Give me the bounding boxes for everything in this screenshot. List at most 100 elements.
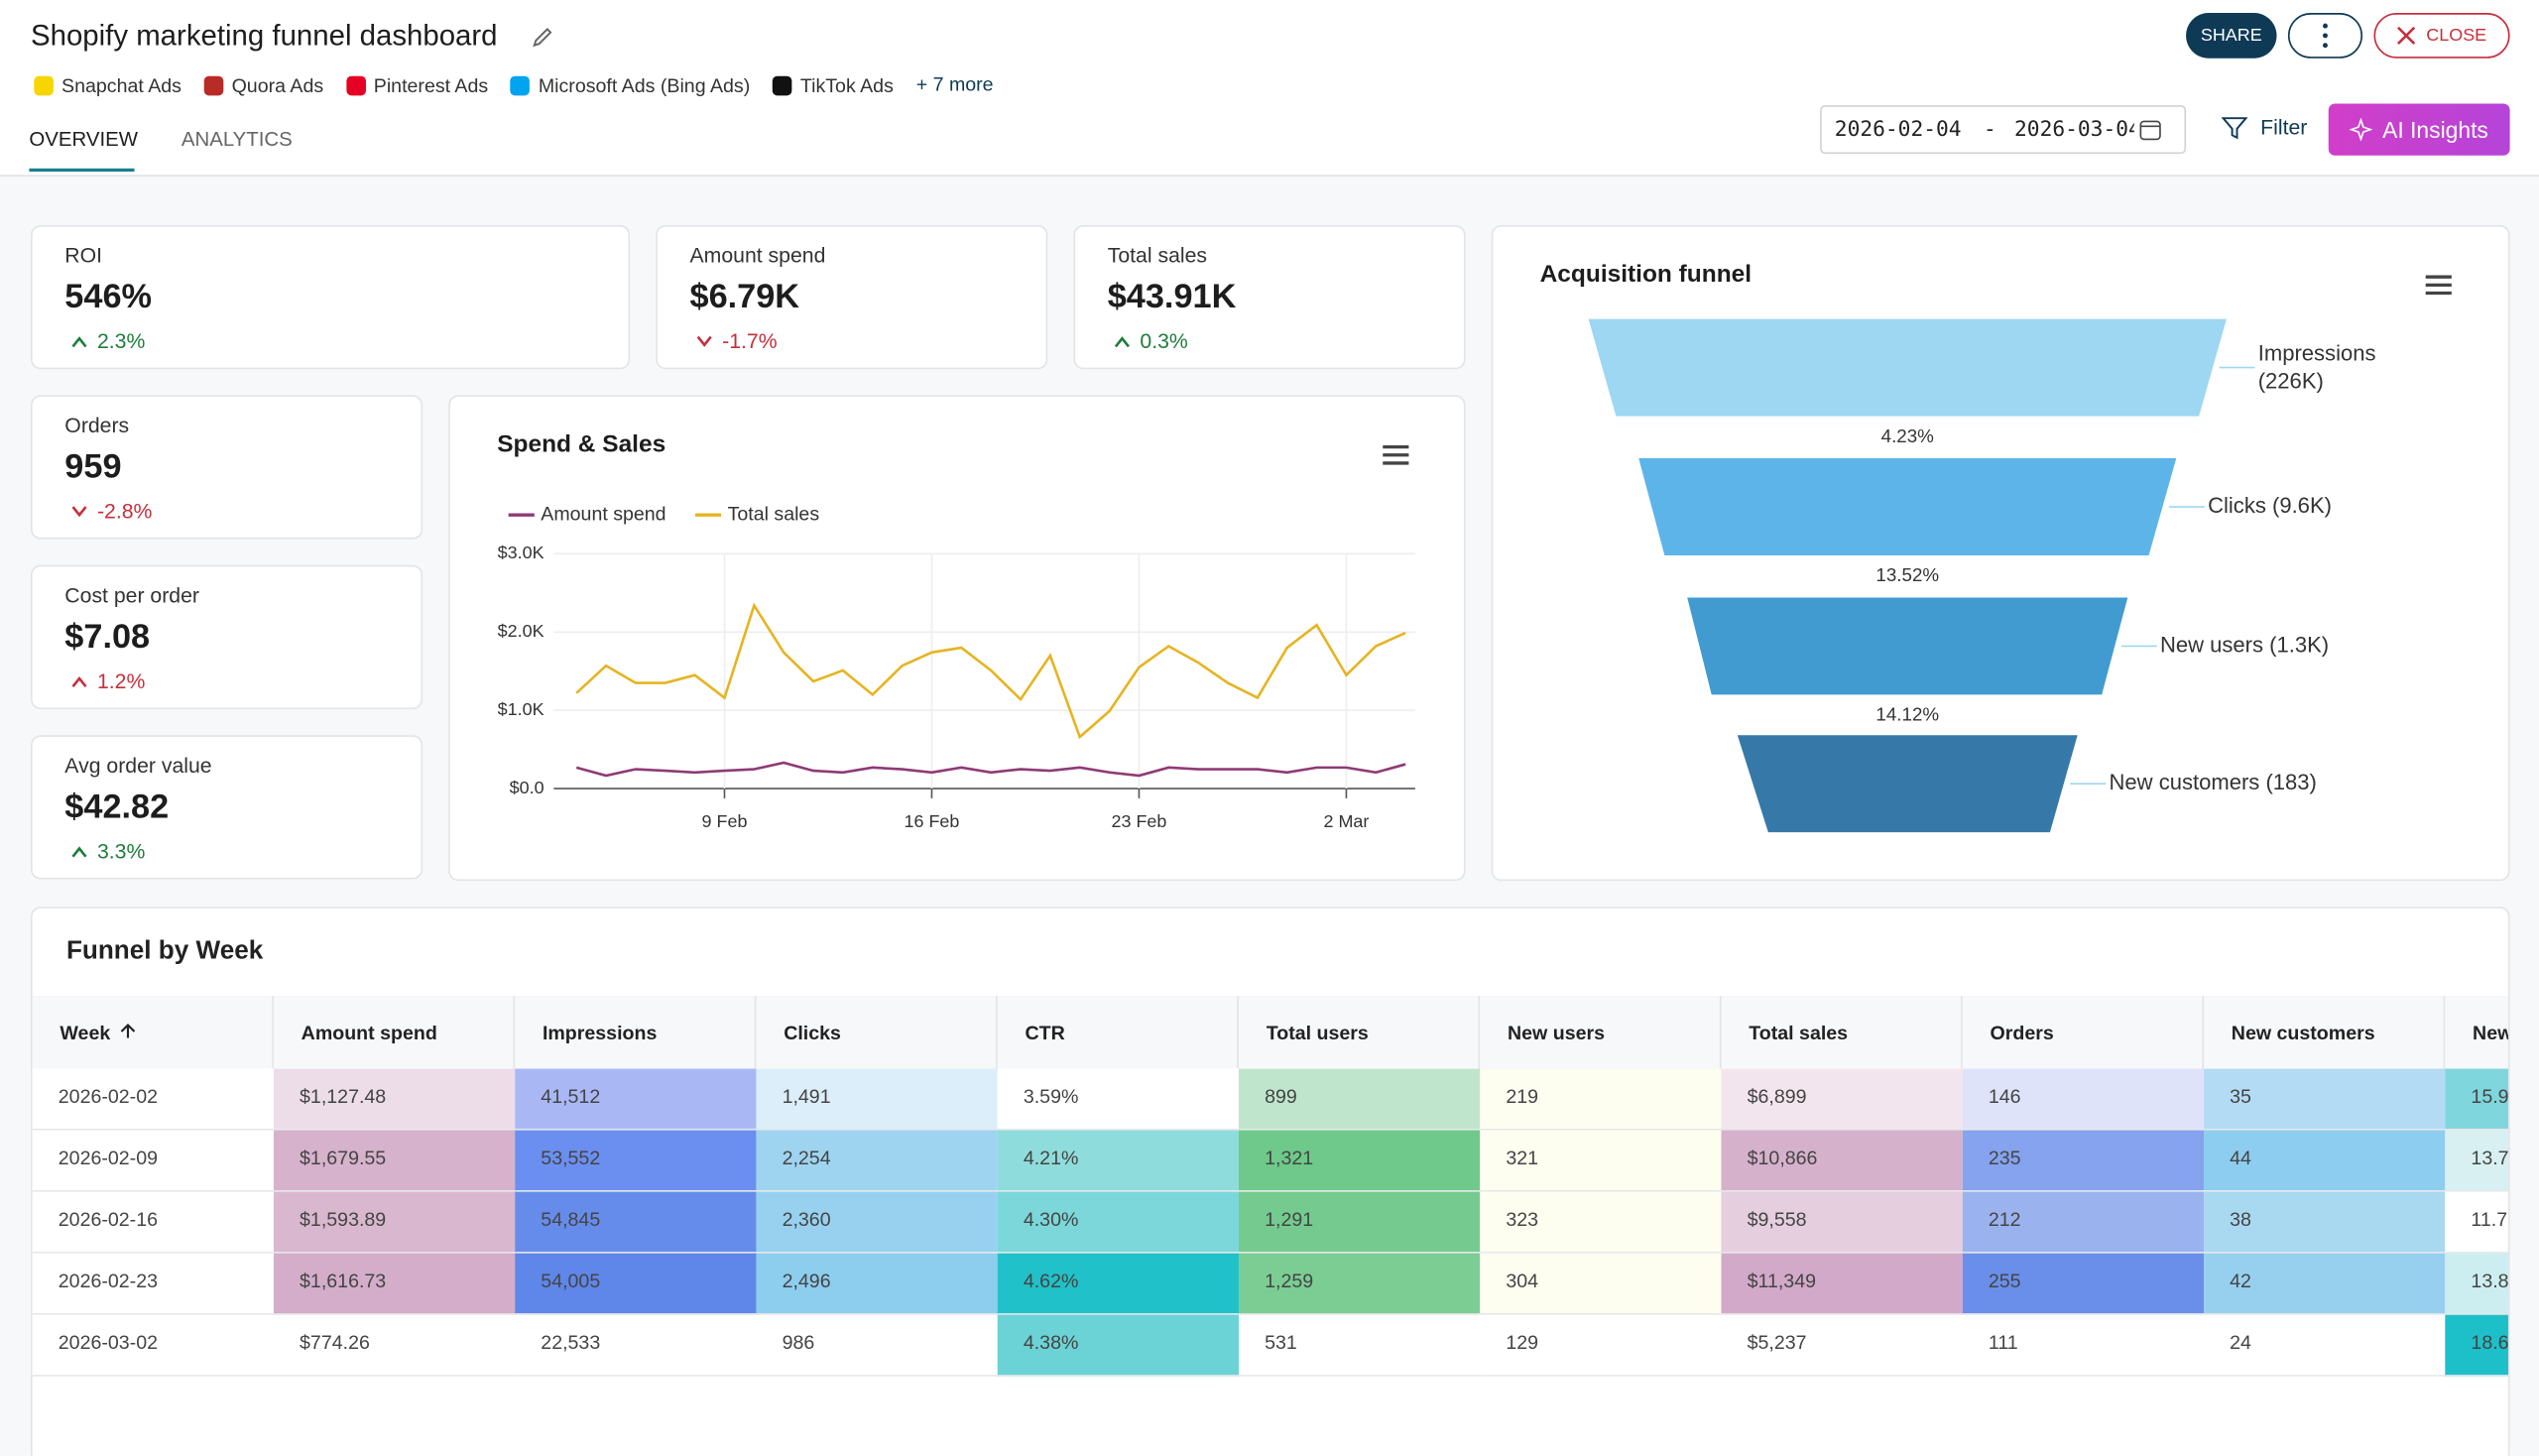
chart-menu[interactable] — [1383, 444, 1409, 465]
column-header[interactable]: New — [2445, 996, 2508, 1069]
kpi-value: 546% — [64, 278, 153, 316]
table-cell: $1,127.48 — [273, 1068, 516, 1131]
kpi-card: Total sales $43.91K 0.3% — [1073, 224, 1466, 370]
table-cell: 2026-02-09 — [32, 1130, 274, 1192]
conversion-rate: 13.52% — [1875, 564, 1939, 585]
funnel-stage — [1687, 597, 2128, 695]
table-cell: 212 — [1962, 1191, 2205, 1254]
table-cell: 899 — [1238, 1068, 1481, 1131]
source-label: Microsoft Ads (Bing Ads) — [538, 74, 751, 97]
column-header[interactable]: New customers — [2204, 996, 2446, 1069]
column-header[interactable]: Clicks — [756, 996, 998, 1069]
chevron — [696, 334, 712, 347]
ai-insights-label: AI Insights — [2382, 116, 2488, 143]
x-tick-label: 23 Feb — [1112, 811, 1167, 831]
kpi-change-value: -1.7% — [722, 328, 778, 353]
table-cell: $11,349 — [1721, 1253, 1963, 1315]
source[interactable]: Pinterest Ads — [346, 72, 488, 98]
more-button[interactable] — [2287, 13, 2363, 59]
conversion-rate: 14.12% — [1875, 704, 1939, 725]
chart-menu[interactable] — [2425, 275, 2452, 296]
column-header[interactable]: Week — [32, 996, 274, 1069]
table-cell: 42 — [2204, 1253, 2446, 1315]
chevron — [71, 505, 87, 517]
funnel-table: Week Amount spend Impressions Clicks CTR Tota… — [32, 996, 2508, 1456]
table-cell: $1,593.89 — [273, 1191, 516, 1254]
source[interactable]: Quora Ads — [203, 72, 324, 98]
table-cell: 986 — [756, 1314, 998, 1377]
column-header[interactable]: Amount spend — [273, 996, 516, 1069]
series-line — [575, 602, 1406, 740]
column-header[interactable]: New users — [1480, 996, 1722, 1069]
more-sources[interactable]: + 7 more — [915, 72, 994, 96]
source-list: Snapchat Ads Quora Ads Pinterest Ads Micros… — [34, 72, 994, 98]
kpi-value: $43.91K — [1107, 278, 1237, 316]
table-cell: 2026-02-16 — [32, 1191, 274, 1254]
column-header[interactable]: Total sales — [1721, 996, 1963, 1069]
kpi-value: $7.08 — [64, 618, 151, 657]
kpi-change: 2.3% — [71, 328, 145, 353]
table-cell: 2026-02-23 — [32, 1253, 274, 1315]
kpi-change: 3.3% — [71, 839, 145, 863]
source[interactable]: Snapchat Ads — [34, 72, 181, 98]
table-cell: 11.76 — [2445, 1191, 2508, 1254]
table-cell: 235 — [1962, 1130, 2205, 1192]
table-cell: 146 — [1962, 1068, 2205, 1131]
source[interactable]: TikTok Ads — [773, 72, 894, 98]
close-label: CLOSE — [2426, 26, 2487, 46]
filter-label: Filter — [2260, 114, 2308, 140]
tab-overview[interactable]: OVERVIEW — [29, 127, 139, 151]
filter-icon — [2221, 117, 2248, 140]
kpi-label: Amount spend — [689, 242, 826, 268]
table-cell: 4.21% — [997, 1130, 1239, 1192]
table-cell: 323 — [1480, 1191, 1722, 1254]
table-cell: 3.59% — [997, 1068, 1239, 1131]
chevron — [71, 335, 87, 347]
kpi-card: ROI 546% 2.3% — [31, 224, 631, 370]
kpi-change: 1.2% — [71, 668, 145, 693]
column-header[interactable]: Total users — [1238, 996, 1481, 1069]
kpi-change-value: 0.3% — [1140, 328, 1188, 353]
table-cell: 13.82 — [2445, 1253, 2508, 1315]
column-header[interactable]: Orders — [1962, 996, 2205, 1069]
table-cell: 44 — [2204, 1130, 2446, 1192]
table-cell: 2026-02-02 — [32, 1068, 274, 1131]
table-cell: 54,845 — [515, 1191, 757, 1254]
tab-analytics[interactable]: ANALYTICS — [181, 127, 293, 151]
source-icon — [203, 75, 224, 96]
kpi-card: Cost per order $7.08 1.2% — [31, 564, 423, 710]
table-cell: 321 — [1480, 1130, 1722, 1192]
kpi-card: Amount spend $6.79K -1.7% — [656, 224, 1048, 370]
date-to: 2026-03-04 — [2014, 118, 2134, 143]
filter-button[interactable]: Filter — [2221, 114, 2308, 141]
funnel-stage — [1737, 735, 2078, 833]
source[interactable]: Microsoft Ads (Bing Ads) — [511, 72, 750, 98]
edit-icon[interactable] — [530, 24, 555, 50]
column-header[interactable]: Impressions — [515, 996, 757, 1069]
table-cell: 35 — [2204, 1068, 2446, 1131]
table-cell: 1,259 — [1238, 1253, 1481, 1315]
kpi-label: Orders — [64, 413, 130, 437]
close-button[interactable]: CLOSE — [2373, 13, 2510, 59]
source-icon — [773, 75, 792, 96]
source-label: Quora Ads — [231, 74, 324, 97]
conversion-rate: 4.23% — [1881, 425, 1935, 446]
table-cell: 4.62% — [997, 1253, 1239, 1315]
trend-icon — [1114, 335, 1130, 347]
ai-insights-button[interactable]: AI Insights — [2328, 103, 2510, 156]
kebab-icon — [2323, 23, 2328, 49]
stage-label: Clicks (9.6K) — [2208, 493, 2332, 518]
column-header[interactable]: CTR — [997, 996, 1239, 1069]
legend-label: Total sales — [728, 503, 820, 525]
date-range[interactable]: 2026-02-04 - 2026-03-04 — [1820, 105, 2187, 155]
table-cell: 18.60 — [2445, 1314, 2508, 1377]
table-cell: 1,291 — [1238, 1191, 1481, 1254]
date-separator: - — [1983, 118, 1996, 143]
stage-label-line: Impressions — [2258, 340, 2376, 365]
share-button[interactable]: SHARE — [2186, 13, 2277, 59]
source-label: Pinterest Ads — [373, 74, 489, 97]
close-icon — [2397, 26, 2416, 46]
trend-icon — [71, 335, 87, 347]
x-tick-label: 9 Feb — [702, 811, 748, 831]
